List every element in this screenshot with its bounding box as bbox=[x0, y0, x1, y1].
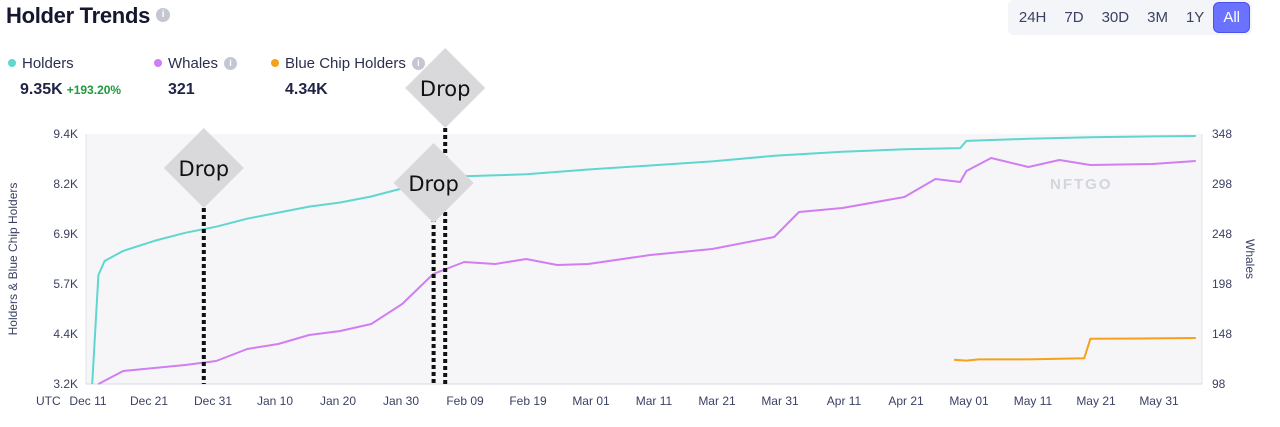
chart-title: Holder Trends i bbox=[6, 3, 171, 29]
x-tick-label: Feb 19 bbox=[509, 394, 547, 408]
range-button-24h[interactable]: 24H bbox=[1018, 9, 1047, 26]
x-tick-label: Dec 11 bbox=[69, 394, 106, 408]
series-line-whales bbox=[97, 157, 1196, 385]
range-button-7d[interactable]: 7D bbox=[1064, 9, 1084, 26]
drop-marker-label: Drop bbox=[408, 172, 459, 196]
whales-value: 321 bbox=[168, 81, 195, 98]
y-left-tick-label: 5.7K bbox=[53, 277, 78, 291]
range-button-30d[interactable]: 30D bbox=[1101, 9, 1130, 26]
plot-area bbox=[86, 134, 1202, 384]
drop-marker-label: Drop bbox=[179, 157, 230, 181]
drop-marker-diamond bbox=[163, 128, 244, 208]
y-left-tick-label: 3.2K bbox=[53, 377, 78, 391]
info-icon[interactable]: i bbox=[224, 56, 238, 70]
x-tick-label: Jan 10 bbox=[257, 394, 293, 408]
blue-chip-dot-icon bbox=[271, 59, 279, 67]
x-tick-label: Mar 21 bbox=[698, 394, 736, 408]
legend-item-whales[interactable]: Whales i bbox=[154, 55, 238, 72]
x-tick-label: Mar 31 bbox=[761, 394, 799, 408]
holders-change: +193.20% bbox=[66, 83, 122, 97]
x-tick-label: Dec 21 bbox=[130, 394, 168, 408]
y-left-tick-label: 6.9K bbox=[53, 227, 78, 241]
y-right-tick-label: 198 bbox=[1212, 277, 1232, 291]
range-button-1y[interactable]: 1Y bbox=[1185, 9, 1205, 26]
x-axis-title: UTC bbox=[36, 394, 61, 408]
nftgo-watermark: NFTGO bbox=[1050, 176, 1113, 193]
x-tick-label: Jan 20 bbox=[320, 394, 356, 408]
y-right-tick-label: 348 bbox=[1212, 127, 1232, 141]
legend-item-blue-chip-holders[interactable]: Blue Chip Holders i bbox=[271, 55, 425, 72]
y-right-tick-label: 298 bbox=[1212, 177, 1232, 191]
x-tick-label: Dec 31 bbox=[194, 394, 232, 408]
x-tick-label: Feb 09 bbox=[446, 394, 484, 408]
x-tick-label: May 31 bbox=[1139, 394, 1179, 408]
x-tick-label: Apr 21 bbox=[888, 394, 924, 408]
x-tick-label: May 11 bbox=[1014, 394, 1053, 408]
holders-dot-icon bbox=[8, 59, 16, 67]
y-left-axis-title: Holders & Blue Chip Holders bbox=[6, 183, 20, 336]
y-right-axis-title: Whales bbox=[1243, 239, 1257, 279]
drop-marker-diamond bbox=[393, 143, 474, 223]
info-icon[interactable]: i bbox=[156, 8, 171, 23]
holders-value: 9.35K +193.20% bbox=[20, 81, 122, 98]
time-range-selector: 24H 7D 30D 3M 1Y All bbox=[1007, 0, 1252, 35]
whales-dot-icon bbox=[154, 59, 162, 67]
x-tick-label: Mar 01 bbox=[572, 394, 610, 408]
series-line-blue-chip-holders bbox=[953, 337, 1196, 362]
drop-marker-label: Drop bbox=[420, 77, 471, 101]
y-right-tick-label: 148 bbox=[1212, 327, 1232, 341]
y-left-tick-label: 9.4K bbox=[53, 127, 78, 141]
range-button-all[interactable]: All bbox=[1213, 2, 1250, 33]
x-tick-label: May 01 bbox=[949, 394, 989, 408]
y-right-tick-label: 98 bbox=[1212, 377, 1226, 391]
blue-chip-holders-value: 4.34K bbox=[285, 81, 328, 98]
legend-item-holders[interactable]: Holders bbox=[8, 55, 74, 72]
y-left-tick-label: 4.4K bbox=[53, 327, 78, 341]
y-left-tick-label: 8.2K bbox=[53, 177, 78, 191]
range-button-3m[interactable]: 3M bbox=[1147, 9, 1168, 26]
y-right-tick-label: 248 bbox=[1212, 227, 1232, 241]
x-tick-label: Apr 11 bbox=[827, 394, 862, 408]
x-tick-label: Jan 30 bbox=[383, 394, 419, 408]
x-tick-label: May 21 bbox=[1076, 394, 1116, 408]
info-icon[interactable]: i bbox=[411, 56, 425, 70]
drop-marker-diamond bbox=[405, 48, 486, 128]
x-tick-label: Mar 11 bbox=[636, 394, 673, 408]
